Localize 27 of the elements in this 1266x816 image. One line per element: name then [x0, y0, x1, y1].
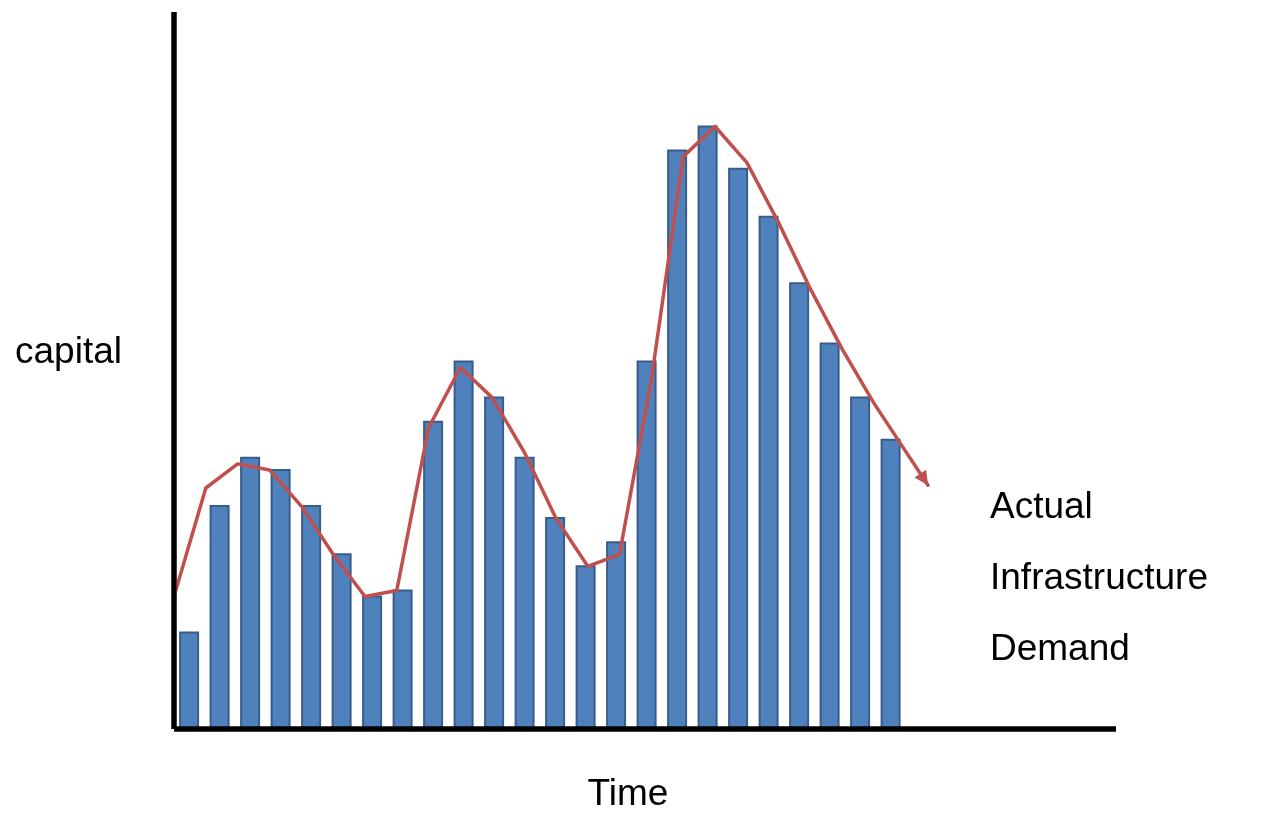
bar: [545, 517, 566, 729]
bar: [606, 541, 627, 729]
bar: [758, 215, 779, 729]
bar: [850, 396, 871, 729]
bar: [453, 360, 474, 729]
bar: [240, 456, 261, 729]
bar: [880, 438, 901, 729]
bar: [392, 589, 413, 729]
bar: [179, 631, 200, 729]
bar: [301, 505, 322, 729]
x-axis-title: Time: [586, 772, 670, 814]
bar: [819, 342, 840, 729]
bar: [789, 282, 810, 729]
y-axis-title: capital: [15, 330, 122, 372]
text: Actual Infrastructure Demand: [990, 484, 1209, 670]
bar: [270, 468, 291, 729]
bar: [514, 456, 535, 729]
bar: [209, 505, 230, 729]
bar: [636, 360, 657, 729]
bar: [575, 565, 596, 729]
bar: [667, 149, 688, 729]
bar: [362, 595, 383, 729]
bar: [728, 167, 749, 729]
bar: [697, 125, 718, 729]
bar: [484, 396, 505, 729]
bar: [423, 420, 444, 729]
bar: [331, 553, 352, 729]
